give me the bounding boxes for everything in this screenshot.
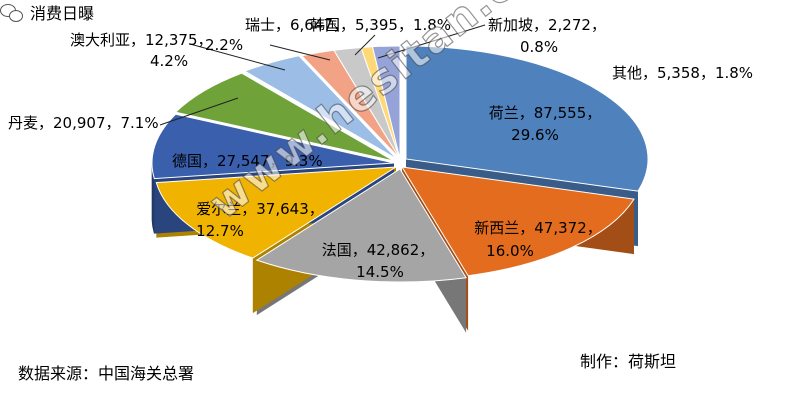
pie-slice-11 <box>371 45 401 160</box>
pie-top-faces <box>151 45 649 283</box>
leader-line-9 <box>354 34 376 56</box>
pie-slice-5 <box>151 113 395 180</box>
pie-slice-1 <box>405 45 649 192</box>
wechat-icon <box>0 2 24 22</box>
pie-slice-3 <box>255 168 467 283</box>
pie-slice-7 <box>243 55 398 160</box>
source-note: 数据来源：中国海关总署 <box>18 364 195 383</box>
pie-slice-4 <box>155 166 397 259</box>
leader-line-8 <box>269 44 331 61</box>
pie-slice-6 <box>174 72 395 162</box>
slice-label-10: 新加坡，2,272， <box>488 16 606 34</box>
slice-label-9: 韩国，5,395，1.8% <box>310 16 451 34</box>
slice-label-8: 瑞士，6,647， <box>245 16 348 34</box>
slice-label-4: 爱尔兰，37,643， <box>196 200 324 218</box>
leader-line-6 <box>159 97 239 126</box>
slice-pct-7: 4.2% <box>150 52 188 70</box>
slice-label-11: 其他，5,358，1.8% <box>612 64 753 82</box>
slice-pct-10: 0.8% <box>520 38 558 56</box>
slice-label-7: 澳大利亚，12,375， <box>70 31 213 49</box>
slice-label-5: 德国，27,547，9.3% <box>172 152 323 170</box>
pie-slice-2 <box>401 166 635 277</box>
slice-pct-2: 16.0% <box>486 242 534 260</box>
leader-line-10 <box>377 24 486 59</box>
slice-label-1: 荷兰，87,555， <box>489 104 602 122</box>
slice-label-3: 法国，42,862， <box>322 241 435 259</box>
slice-pct-1: 29.6% <box>511 126 559 144</box>
slice-pct-8: 2.2% <box>205 36 243 54</box>
brand-name: 消费日曝 <box>30 4 95 23</box>
leader-lines <box>159 24 486 126</box>
slice-label-2: 新西兰，47,372， <box>474 219 602 237</box>
data-labels: 荷兰，87,555， 29.6% 新西兰，47,372， 16.0% 法国，42,862… <box>8 16 753 281</box>
leader-line-7 <box>189 43 286 71</box>
slice-pct-4: 12.7% <box>196 222 244 240</box>
slice-pct-3: 14.5% <box>356 263 404 281</box>
maker-note: 制作：荷斯坦 <box>580 352 677 371</box>
brand-badge: 消费日曝 <box>0 0 797 24</box>
slice-label-6: 丹麦，20,907，7.1% <box>8 114 159 132</box>
